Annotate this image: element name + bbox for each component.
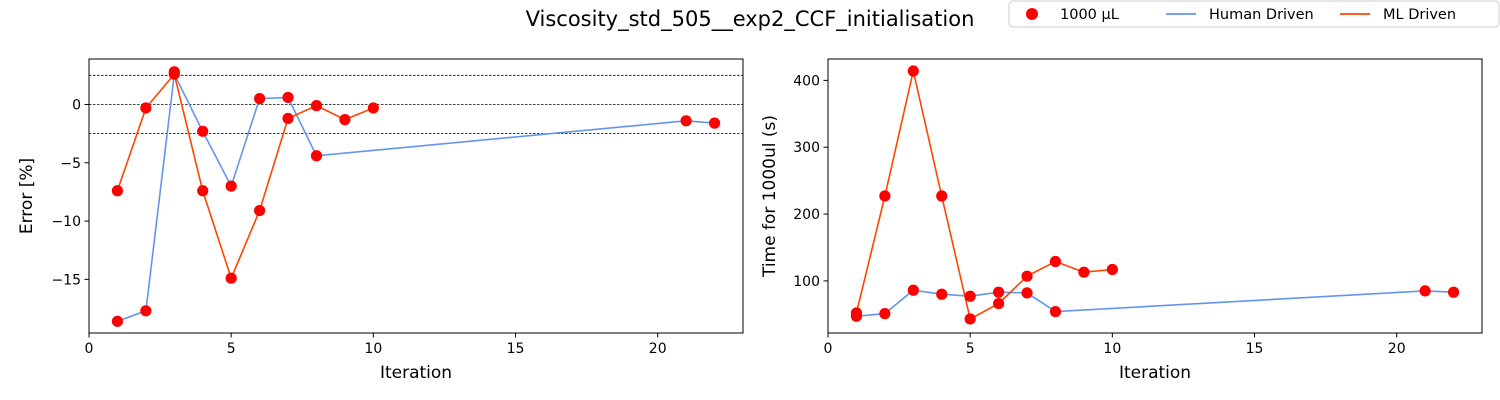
chart-1-point bbox=[197, 185, 209, 197]
chart-1-point bbox=[111, 315, 124, 327]
chart-1-point bbox=[708, 117, 721, 129]
chart-2-axes-frame bbox=[827, 58, 1483, 334]
chart-1-x-tick-label: 5 bbox=[227, 341, 236, 357]
chart-1-y-tick-label: 0 bbox=[72, 97, 81, 113]
chart-2-point bbox=[907, 284, 919, 296]
legend-label: 1000 µL bbox=[1060, 7, 1119, 23]
chart-2-point bbox=[879, 190, 891, 202]
chart-1-point bbox=[254, 93, 266, 105]
chart-1-point bbox=[225, 180, 237, 192]
chart-2-point bbox=[993, 297, 1005, 310]
chart-2-y-tick-label: 100 bbox=[793, 274, 820, 290]
chart-2-y-tick-label: 200 bbox=[793, 207, 820, 223]
chart-2-point bbox=[1021, 287, 1033, 299]
chart-1-axes-frame bbox=[88, 58, 744, 334]
chart-1-x-tick-label: 20 bbox=[649, 341, 667, 357]
chart-1-point bbox=[140, 102, 152, 114]
chart-2-point bbox=[1049, 255, 1062, 268]
chart-2-x-tick-label: 10 bbox=[1103, 341, 1121, 357]
chart-1-y-tick-label: −5 bbox=[60, 156, 81, 172]
chart-2-point bbox=[936, 288, 948, 300]
chart-2-y-axis-label: Time for 1000ul (s) bbox=[760, 115, 780, 278]
legend-label: ML Driven bbox=[1383, 7, 1456, 23]
chart-1-point bbox=[282, 91, 294, 104]
chart-2-point bbox=[1419, 285, 1431, 297]
chart-1-point bbox=[367, 102, 379, 114]
chart-1-point bbox=[225, 272, 237, 284]
chart-2-point bbox=[964, 313, 976, 325]
chart-2-point bbox=[993, 286, 1005, 298]
chart-1-point bbox=[339, 114, 351, 126]
chart-1-y-axis-label: Error [%] bbox=[17, 158, 37, 234]
chart-2-point bbox=[1447, 286, 1460, 298]
chart-1-point bbox=[197, 125, 209, 137]
chart-2-point bbox=[850, 307, 863, 319]
chart-2-x-axis-label: Iteration bbox=[1119, 363, 1191, 383]
chart-2-series-ml-driven bbox=[855, 70, 1113, 321]
chart-2-x-tick-label: 15 bbox=[1246, 341, 1264, 357]
chart-1-y-tick-label: −15 bbox=[51, 272, 81, 288]
chart-2-point bbox=[879, 308, 891, 320]
legend-label: Human Driven bbox=[1209, 7, 1314, 23]
chart-2-y-tick-label: 300 bbox=[793, 140, 820, 156]
chart-1-point bbox=[680, 115, 692, 127]
chart-2-point bbox=[936, 190, 948, 202]
chart-1-y-tick-label: −10 bbox=[51, 214, 81, 230]
legend-marker-icon bbox=[1026, 8, 1038, 20]
chart-2-point bbox=[1106, 263, 1118, 276]
chart-2-point bbox=[1021, 270, 1033, 282]
chart-1-series-ml-driven bbox=[116, 72, 374, 281]
chart-1-point bbox=[310, 150, 323, 162]
chart-2-point bbox=[1078, 266, 1090, 278]
chart-1-x-axis-label: Iteration bbox=[380, 363, 452, 383]
chart-1-x-tick-label: 0 bbox=[85, 341, 94, 357]
chart-1-series-human-driven bbox=[117, 71, 715, 323]
legend: 1000 µL Human Driven ML Driven bbox=[1008, 0, 1500, 28]
error-plot: 0 5 10 15 20 0 −5 −10 −15 Iteration Error [%] bbox=[17, 58, 744, 383]
chart-2-point bbox=[907, 65, 919, 77]
chart-2-x-tick-label: 5 bbox=[966, 341, 975, 357]
chart-1-x-tick-label: 15 bbox=[507, 341, 525, 357]
chart-1-point bbox=[111, 185, 124, 197]
chart-1-point bbox=[310, 100, 323, 112]
chart-1-x-tick-label: 10 bbox=[364, 341, 382, 357]
chart-2-y-tick-label: 400 bbox=[793, 73, 820, 89]
chart-2-x-tick-label: 0 bbox=[824, 341, 833, 357]
chart-1-point bbox=[140, 305, 152, 317]
figure-title: Viscosity_std_505__exp2_CCF_initialisati… bbox=[526, 7, 975, 32]
chart-2-series-human-driven bbox=[856, 289, 1454, 318]
chart-1-point bbox=[254, 204, 266, 217]
time-plot: 0 5 10 15 20 100 200 300 400 Iteration Time for 10… bbox=[760, 58, 1483, 383]
legend-frame bbox=[1008, 0, 1500, 28]
chart-1-point bbox=[168, 68, 180, 80]
chart-1-point bbox=[282, 112, 294, 125]
chart-2-point bbox=[1049, 306, 1062, 318]
chart-2-x-tick-label: 20 bbox=[1388, 341, 1406, 357]
chart-2-point bbox=[964, 290, 976, 302]
